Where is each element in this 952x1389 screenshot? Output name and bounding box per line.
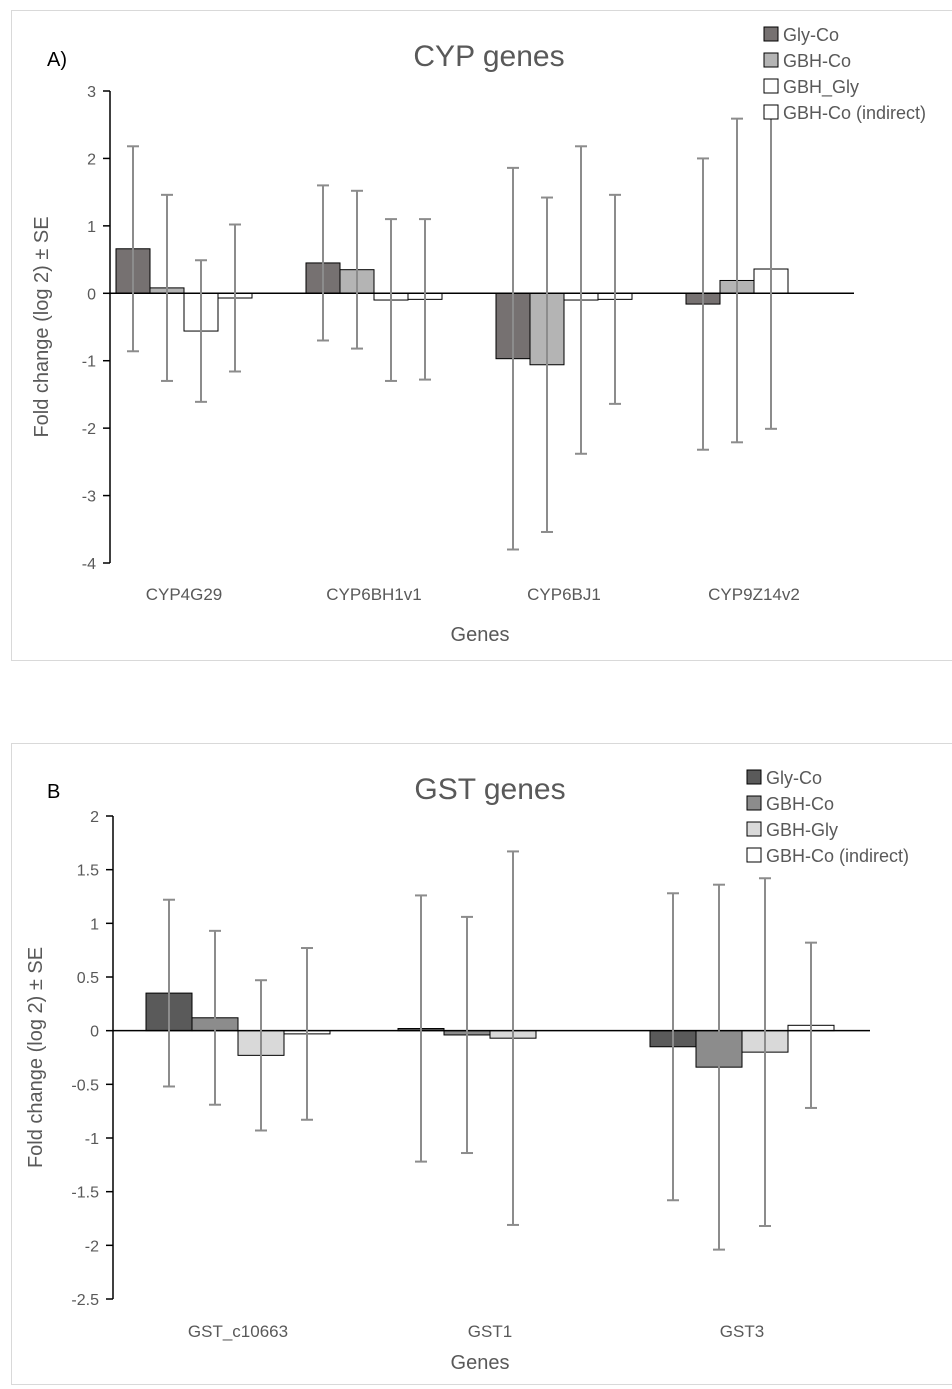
panel-label: A): [47, 49, 67, 71]
legend-swatch: [746, 847, 762, 863]
y-tick-label: 1.5: [77, 863, 99, 880]
legend-label: GBH-Gly: [766, 820, 838, 840]
chart-b-svg: B GST genes 2 1.5 1 0.5 0 -0.5 -1 -1.5 -2 -2.5 Fold …: [25, 768, 909, 1374]
x-category-label: CYP6BJ1: [527, 585, 601, 604]
x-category-label: CYP6BH1v1: [326, 585, 421, 604]
chart-panel-b: B GST genes 2 1.5 1 0.5 0 -0.5 -1 -1.5 -2 -2.5 Fold …: [11, 743, 952, 1385]
y-tick-label: 1: [87, 219, 96, 236]
legend-swatch: [746, 821, 762, 837]
chart-title: CYP genes: [413, 40, 564, 73]
y-axis-title: Fold change (log 2) ± SE: [31, 216, 53, 437]
x-category-label: CYP4G29: [146, 585, 223, 604]
y-tick-label: -4: [82, 556, 96, 573]
y-tick-label: 0: [87, 286, 96, 303]
x-axis-title: Genes: [451, 1352, 510, 1374]
legend-swatch: [763, 26, 779, 42]
panel-label: B: [47, 781, 60, 803]
legend-label: GBH-Co: [783, 51, 851, 71]
y-tick-label: -0.5: [71, 1077, 99, 1094]
x-category-label: CYP9Z14v2: [708, 585, 800, 604]
y-tick-label: 1: [90, 916, 99, 933]
legend-label: GBH-Co: [766, 794, 834, 814]
y-tick-label: 0.5: [77, 970, 99, 987]
chart-a-svg: A) CYP genes 3 2 1 0 -1 -2 -3 -4 Fold change (log …: [31, 25, 926, 646]
chart-panel-a: A) CYP genes 3 2 1 0 -1 -2 -3 -4 Fold change (log …: [11, 10, 952, 661]
y-tick-label: -3: [82, 489, 96, 506]
legend-swatch: [763, 104, 779, 120]
legend-label: Gly-Co: [766, 768, 822, 788]
y-tick-label: 2: [87, 151, 96, 168]
y-tick-label: -2: [85, 1238, 99, 1255]
legend-label: Gly-Co: [783, 25, 839, 45]
legend-label: GBH_Gly: [783, 77, 859, 98]
x-category-label: GST1: [468, 1322, 512, 1341]
x-category-label: GST3: [720, 1322, 764, 1341]
legend-swatch: [746, 769, 762, 785]
y-tick-label: 3: [87, 84, 96, 101]
legend-swatch: [763, 52, 779, 68]
x-axis-title: Genes: [451, 624, 510, 646]
chart-title: GST genes: [414, 773, 565, 806]
y-axis-title: Fold change (log 2) ± SE: [25, 947, 47, 1168]
legend-swatch: [746, 795, 762, 811]
y-tick-label: 2: [90, 809, 99, 826]
y-tick-label: 0: [90, 1024, 99, 1041]
y-tick-label: -1: [82, 354, 96, 371]
x-category-label: GST_c10663: [188, 1322, 288, 1341]
y-tick-label: -2: [82, 421, 96, 438]
y-tick-label: -1: [85, 1131, 99, 1148]
y-tick-label: -2.5: [71, 1292, 99, 1309]
legend-swatch: [763, 78, 779, 94]
legend-label: GBH-Co (indirect): [783, 103, 926, 123]
legend-label: GBH-Co (indirect): [766, 846, 909, 866]
y-tick-label: -1.5: [71, 1185, 99, 1202]
